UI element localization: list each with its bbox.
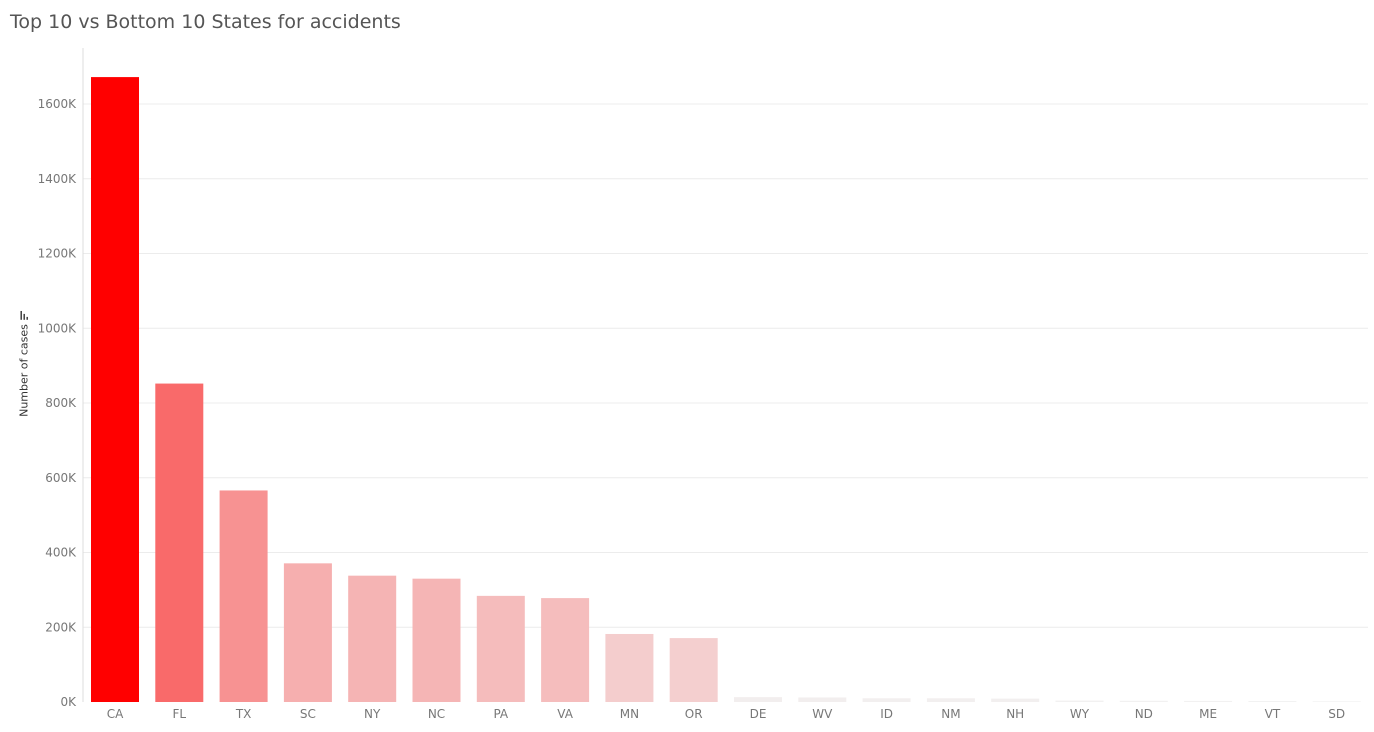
y-tick-label: 1600K: [38, 97, 78, 111]
bar-ca: [91, 77, 139, 703]
y-tick-label: 200K: [45, 620, 77, 634]
x-tick-label: TX: [235, 707, 252, 721]
chart-title: Top 10 vs Bottom 10 States for accidents: [10, 11, 401, 33]
x-tick-label: NC: [428, 707, 445, 721]
x-tick-label: SC: [300, 707, 316, 721]
y-tick-label: 1200K: [38, 247, 78, 261]
x-tick-label: ME: [1199, 707, 1217, 721]
bar-ny: [348, 575, 397, 702]
x-tick-label: VT: [1265, 707, 1281, 721]
bar-wy: [1055, 700, 1104, 702]
y-tick-label: 1000K: [38, 321, 78, 335]
x-tick-label: WY: [1070, 707, 1090, 721]
x-tick-label: MN: [620, 707, 639, 721]
bar-wv: [798, 697, 847, 702]
x-tick-label: CA: [107, 707, 124, 721]
x-tick-label: DE: [750, 707, 767, 721]
x-tick-label: ID: [880, 707, 893, 721]
bar-pa: [476, 595, 525, 702]
y-tick-label: 600K: [45, 471, 77, 485]
bar-de: [734, 697, 782, 702]
x-tick-label: ND: [1135, 707, 1153, 721]
x-tick-label: PA: [493, 707, 508, 721]
bar-vt: [1248, 701, 1297, 702]
bar-nc: [412, 578, 461, 702]
bar-sc: [283, 563, 332, 702]
x-tick-label: NH: [1006, 707, 1024, 721]
x-tick-label: SD: [1328, 707, 1345, 721]
bar-mn: [605, 633, 654, 702]
x-tick-label: WV: [812, 707, 833, 721]
x-tick-label: FL: [173, 707, 187, 721]
y-tick-label: 0K: [60, 695, 77, 709]
bar-nh: [991, 698, 1040, 702]
bar-tx: [219, 490, 268, 702]
x-tick-label: NY: [364, 707, 381, 721]
bar-id: [862, 698, 911, 702]
sort-descending-icon[interactable]: [20, 311, 29, 321]
y-axis-label-group: Number of cases: [18, 311, 31, 417]
bar-nd: [1119, 700, 1168, 702]
bar-fl: [155, 383, 204, 702]
bar-sd: [1312, 701, 1361, 702]
y-tick-label: 800K: [45, 396, 77, 410]
y-tick-label: 400K: [45, 546, 77, 560]
bar-me: [1184, 700, 1233, 702]
x-tick-label: NM: [941, 707, 960, 721]
bar-va: [541, 598, 590, 702]
x-tick-label: VA: [557, 707, 573, 721]
bar-or: [669, 638, 718, 702]
y-tick-label: 1400K: [38, 172, 78, 186]
x-tick-label: OR: [685, 707, 703, 721]
bar-nm: [926, 698, 975, 702]
